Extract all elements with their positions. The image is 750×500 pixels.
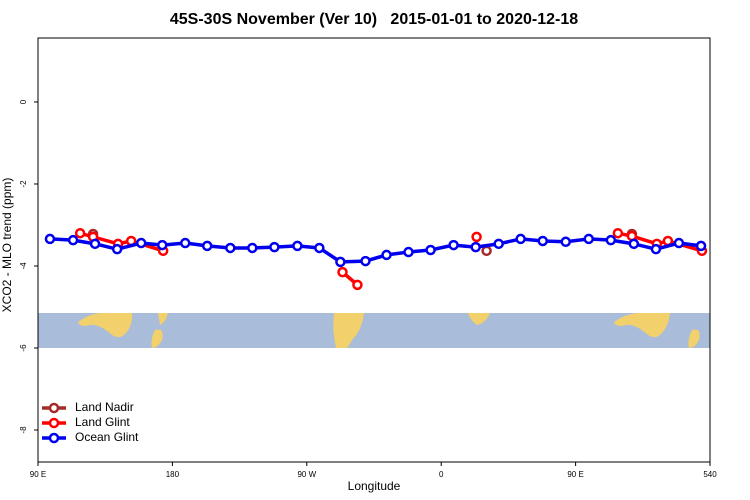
data-point <box>89 238 101 250</box>
y-tick-label: 0 <box>19 99 28 104</box>
data-point <box>335 256 346 268</box>
y-tick-label: -4 <box>19 262 28 270</box>
data-point <box>515 233 526 245</box>
x-tick-label: 540 <box>703 470 717 479</box>
data-point <box>360 255 371 267</box>
x-tick-label: 90 E <box>567 470 583 479</box>
data-point <box>179 237 191 249</box>
y-tick-label: -6 <box>19 344 28 352</box>
ocean-band <box>38 313 710 348</box>
data-point <box>156 239 168 251</box>
data-point <box>650 243 662 255</box>
legend-marker <box>48 417 60 429</box>
data-point <box>74 227 86 239</box>
legend-marker <box>48 402 60 414</box>
data-point <box>605 234 617 246</box>
data-point <box>481 245 492 257</box>
data-point <box>247 242 258 254</box>
series <box>44 233 707 268</box>
data-point <box>337 266 348 278</box>
data-point <box>612 227 624 239</box>
y-axis-label: XCO2 - MLO trend (ppm) <box>0 178 14 313</box>
data-point <box>673 237 685 249</box>
land-africa <box>468 313 490 325</box>
data-point <box>314 242 325 254</box>
land-nz <box>158 313 168 325</box>
x-tick-label: 90 W <box>297 470 316 479</box>
data-point <box>403 246 414 258</box>
data-point <box>352 279 363 291</box>
land-australia <box>614 313 670 338</box>
data-point <box>269 241 280 253</box>
data-point <box>292 240 303 252</box>
series-line <box>49 237 702 264</box>
data-point <box>111 243 123 255</box>
data-point <box>583 233 594 245</box>
data-point <box>135 237 147 249</box>
data-point <box>381 249 392 261</box>
x-tick-label: 0 <box>439 470 444 479</box>
legend-label: Land Nadir <box>75 400 134 414</box>
data-point <box>44 233 56 245</box>
chart-title: 45S-30S November (Ver 10) 2015-01-01 to … <box>170 11 578 28</box>
data-point <box>560 236 571 248</box>
land-nz <box>151 329 163 348</box>
map-strip <box>38 313 710 348</box>
legend-marker <box>48 432 60 444</box>
data-point <box>448 239 459 251</box>
data-point <box>201 240 213 252</box>
plot-frame <box>37 37 711 463</box>
data-point <box>67 234 79 246</box>
data-point <box>470 241 481 253</box>
data-point <box>471 231 482 243</box>
data-point <box>537 235 548 247</box>
land-australia <box>78 313 133 338</box>
x-tick-label: 90 E <box>30 470 46 479</box>
y-tick-label: -2 <box>19 180 28 188</box>
data-point <box>628 238 640 250</box>
land-nz <box>688 329 700 348</box>
data-point <box>225 242 236 254</box>
land-south-america <box>333 313 364 348</box>
data-point <box>493 238 504 250</box>
legend-label: Land Glint <box>75 415 130 429</box>
data-point <box>425 244 436 256</box>
y-tick-label: -8 <box>19 426 28 434</box>
x-axis-label: Longitude <box>348 479 401 493</box>
legend-label: Ocean Glint <box>75 430 139 444</box>
data-point <box>695 240 707 252</box>
x-tick-label: 180 <box>166 470 180 479</box>
